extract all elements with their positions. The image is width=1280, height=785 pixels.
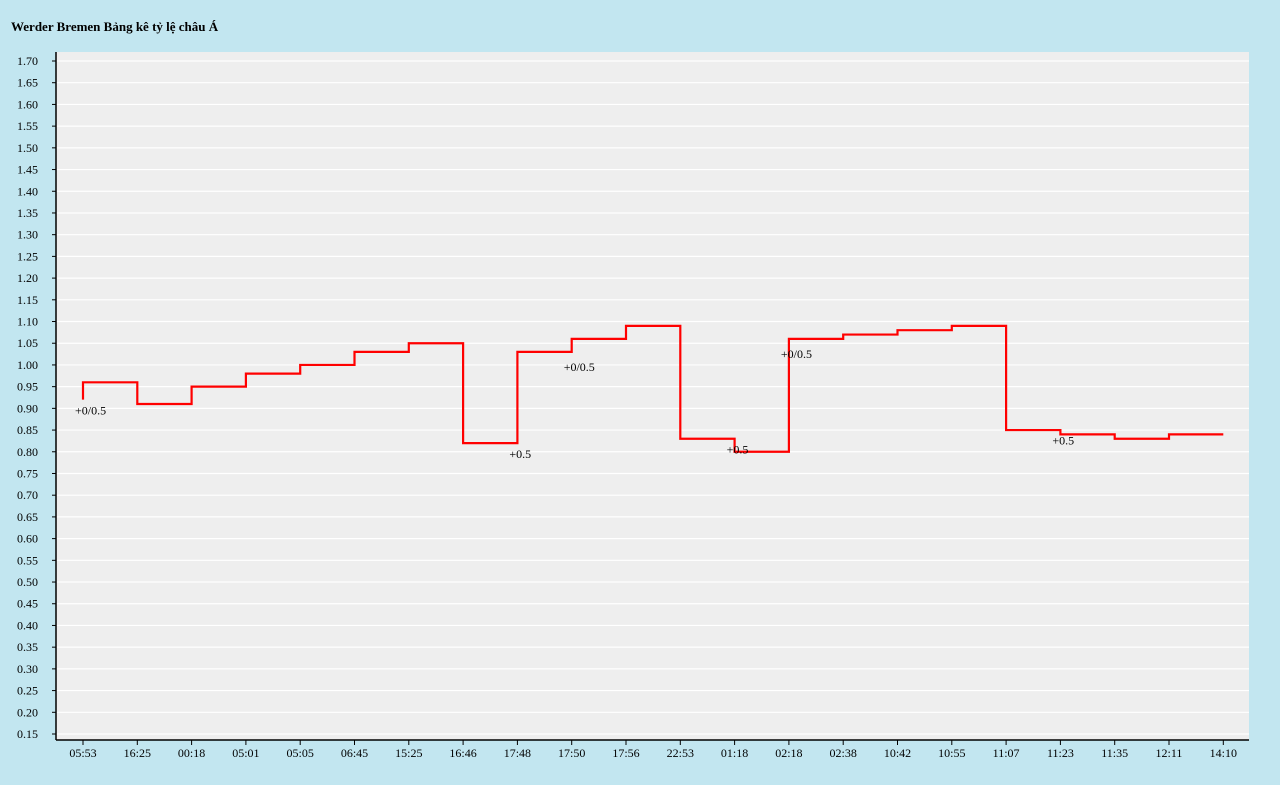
- x-tick-label: 05:53: [69, 746, 96, 760]
- y-tick-label: 0.30: [17, 662, 38, 676]
- x-tick-label: 11:07: [993, 746, 1020, 760]
- y-tick-label: 1.10: [17, 315, 38, 329]
- y-tick-label: 1.20: [17, 271, 38, 285]
- y-tick-label: 0.70: [17, 488, 38, 502]
- series-line: [81, 324, 1224, 453]
- y-tick-label: 1.65: [17, 76, 38, 90]
- x-tick-label: 16:46: [449, 746, 476, 760]
- y-tick-label: 1.50: [17, 141, 38, 155]
- y-tick-label: 0.85: [17, 423, 38, 437]
- x-tick-label: 10:42: [884, 746, 911, 760]
- y-axis-ticks: 0.15 0.20 0.25 0.30 0.35 0.40 0.45 0.50 0.55 0.60…: [17, 54, 56, 741]
- y-tick-label: 0.35: [17, 640, 38, 654]
- y-tick-label: 1.60: [17, 97, 38, 111]
- x-tick-label: 11:23: [1047, 746, 1074, 760]
- x-tick-label: 00:18: [178, 746, 205, 760]
- data-annotation: +0/0.5: [564, 360, 595, 374]
- x-tick-label: 02:18: [775, 746, 802, 760]
- y-tick-label: 0.60: [17, 532, 38, 546]
- y-tick-label: 0.65: [17, 510, 38, 524]
- x-tick-label: 17:48: [504, 746, 531, 760]
- x-tick-label: 22:53: [667, 746, 694, 760]
- x-tick-label: 15:25: [395, 746, 422, 760]
- x-tick-label: 12:11: [1156, 746, 1183, 760]
- x-tick-label: 16:25: [124, 746, 151, 760]
- annotations: +0/0.5 +0.5 +0/0.5 +0.5 +0/0.5 +0.5: [75, 347, 1074, 461]
- y-tick-label: 0.20: [17, 705, 38, 719]
- grid-lines: [56, 60, 1249, 735]
- y-tick-label: 0.15: [17, 727, 38, 741]
- y-tick-label: 1.25: [17, 249, 38, 263]
- y-tick-label: 1.05: [17, 336, 38, 350]
- x-tick-label: 05:05: [287, 746, 314, 760]
- x-tick-label: 11:35: [1101, 746, 1128, 760]
- series-group: [81, 324, 1224, 453]
- y-tick-label: 0.95: [17, 380, 38, 394]
- data-annotation: +0/0.5: [75, 403, 106, 417]
- data-annotation: +0.5: [1052, 434, 1074, 448]
- y-tick-label: 0.40: [17, 618, 38, 632]
- y-tick-label: 1.55: [17, 119, 38, 133]
- data-annotation: +0/0.5: [781, 347, 812, 361]
- y-tick-label: 0.75: [17, 466, 38, 480]
- y-tick-label: 0.25: [17, 684, 38, 698]
- x-tick-label: 17:56: [612, 746, 639, 760]
- x-axis-ticks: 05:53 16:25 00:18 05:01 05:05 06:45 15:25 16:46…: [69, 740, 1237, 760]
- y-tick-label: 0.45: [17, 597, 38, 611]
- y-tick-label: 1.15: [17, 293, 38, 307]
- plot-area: [56, 52, 1249, 740]
- data-annotation: +0.5: [509, 447, 531, 461]
- y-tick-label: 1.70: [17, 54, 38, 68]
- x-tick-label: 06:45: [341, 746, 368, 760]
- y-tick-label: 0.50: [17, 575, 38, 589]
- data-annotation: +0.5: [727, 442, 749, 456]
- x-tick-label: 17:50: [558, 746, 585, 760]
- y-tick-label: 0.80: [17, 445, 38, 459]
- y-tick-label: 0.90: [17, 401, 38, 415]
- chart-title: Werder Bremen Bảng kê tỷ lệ châu Á: [11, 19, 219, 34]
- y-tick-label: 1.35: [17, 206, 38, 220]
- y-tick-label: 0.55: [17, 553, 38, 567]
- y-tick-label: 1.45: [17, 163, 38, 177]
- x-tick-label: 14:10: [1210, 746, 1237, 760]
- x-tick-label: 01:18: [721, 746, 748, 760]
- x-tick-label: 10:55: [938, 746, 965, 760]
- y-tick-label: 1.00: [17, 358, 38, 372]
- y-tick-label: 1.30: [17, 228, 38, 242]
- x-tick-label: 05:01: [232, 746, 259, 760]
- y-tick-label: 1.40: [17, 184, 38, 198]
- x-tick-label: 02:38: [830, 746, 857, 760]
